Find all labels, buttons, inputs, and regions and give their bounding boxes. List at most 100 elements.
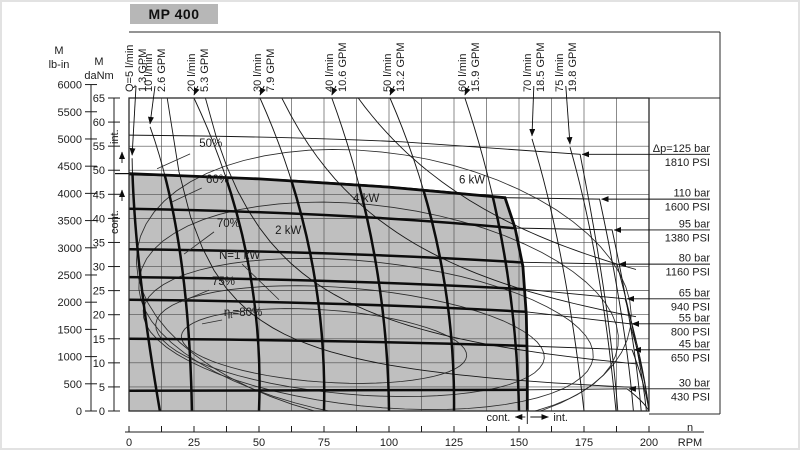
pressure-label-psi: 1810 PSI <box>665 157 710 169</box>
lb-in-tick-label: 4000 <box>58 188 82 200</box>
rpm-tick-label: 150 <box>510 437 528 449</box>
lb-in-tick-label: 3000 <box>58 243 82 255</box>
rpm-tick-label: 25 <box>188 437 200 449</box>
duty-markers: int. cont. cont. int. <box>109 129 568 424</box>
daNm-tick-label: 60 <box>93 117 105 129</box>
pressure-label-bar: 65 bar <box>679 287 711 299</box>
flow-label-lpm: 75 l/min <box>554 53 566 92</box>
flow-label: 20 l/min 5.3 GPM <box>186 49 211 92</box>
efficiency-contour <box>180 308 468 384</box>
curve-label-leader <box>241 263 280 301</box>
lb-in-tick-label: 0 <box>76 406 82 418</box>
pressure-label-bar: 110 bar <box>674 188 711 200</box>
daNm-tick-label: 35 <box>93 237 105 249</box>
pressure-labels: Δp=125 bar 1810 PSI 110 bar 1600 PSI 95 bar 1… <box>581 143 711 403</box>
flow-label: 60 l/min 15.9 GPM <box>457 42 482 92</box>
y-axis-lb-in <box>85 84 97 412</box>
continuous-limit-curve <box>128 172 529 411</box>
power-curve <box>204 98 637 365</box>
flow-label-arrow <box>193 85 200 96</box>
pressure-curve <box>129 134 619 411</box>
flow-label-arrow <box>147 85 156 125</box>
pressure-label-bar: 80 bar <box>679 253 711 265</box>
daNm-tick-label: 15 <box>93 334 105 346</box>
flow-label-lpm: 60 l/min <box>457 53 469 92</box>
efficiency-contour <box>142 257 594 411</box>
daNm-axis-title: M <box>94 56 103 68</box>
daNm-tick-label: 65 <box>93 93 105 105</box>
flow-label-gpm: 10.6 GPM <box>337 42 349 92</box>
lb-in-tick-label: 2500 <box>58 270 82 282</box>
curve-label: 75% <box>212 276 235 288</box>
flow-label-lpm: 40 l/min <box>324 53 336 92</box>
curve-label: 60% <box>206 174 229 186</box>
curve-label: 4 kW <box>353 193 379 205</box>
lb-in-tick-label: 1000 <box>58 352 82 364</box>
pressure-curve-thick <box>129 207 528 411</box>
continuous-region <box>129 173 528 411</box>
daNm-tick-label: 50 <box>93 165 105 177</box>
pressure-curve-thick <box>129 275 528 411</box>
flow-label-arrow <box>129 85 137 156</box>
rpm-tick-label: 50 <box>253 437 265 449</box>
flow-line <box>569 146 617 411</box>
curve-label-leader <box>183 231 215 255</box>
flow-line-thick <box>463 173 521 411</box>
curve-label: N=1 kW <box>219 250 260 262</box>
pressure-label-bar: Δp=125 bar <box>653 143 711 155</box>
flow-label-arrow <box>259 85 266 96</box>
rpm-tick-label: 200 <box>640 437 658 449</box>
lb-in-tick-label: 6000 <box>58 80 82 92</box>
power-curve <box>166 98 637 388</box>
flow-label-lpm: 50 l/min <box>382 53 394 92</box>
daNm-tick-label: 40 <box>93 213 105 225</box>
pressure-curve-thick <box>129 337 528 411</box>
curve-label: 50% <box>199 138 222 150</box>
flow-label: Q=5 l/min 1.3 GPM <box>124 45 149 92</box>
flow-label: 40 l/min 10.6 GPM <box>324 42 349 92</box>
chart-title: MP 400 <box>130 4 218 24</box>
lb-in-axis-title: M <box>54 45 63 57</box>
rpm-tick-label: 100 <box>380 437 398 449</box>
lb-in-tick-label: 5000 <box>58 134 82 146</box>
lb-in-tick-label: 2000 <box>58 297 82 309</box>
pressure-label-psi: 1160 PSI <box>666 267 710 279</box>
pressure-curve-thick <box>129 298 528 411</box>
flow-line <box>531 138 585 411</box>
lb-in-tick-label: 1500 <box>58 324 82 336</box>
flow-label-gpm: 2.6 GPM <box>156 49 168 92</box>
curve-label-leader <box>171 187 202 203</box>
pressure-label-psi: 1600 PSI <box>665 202 710 214</box>
flow-label-gpm: 13.2 GPM <box>395 42 407 92</box>
x-axis <box>125 426 704 433</box>
flow-label-arrow <box>565 85 573 145</box>
lb-in-tick-label: 500 <box>64 379 82 391</box>
pressure-label-bar: 95 bar <box>679 218 711 230</box>
flow-label: 70 l/min 18.5 GPM <box>522 42 547 92</box>
x-axis-var-label: n <box>687 422 693 434</box>
daNm-tick-label: 0 <box>99 406 105 418</box>
pressure-label-psi: 800 PSI <box>671 326 710 338</box>
curve-label: ηt=80% <box>224 307 262 320</box>
flow-label-lpm: 20 l/min <box>186 53 198 92</box>
pressure-curve-thick <box>129 387 528 411</box>
flow-label-gpm: 5.3 GPM <box>199 49 211 92</box>
curve-label: 6 kW <box>459 175 485 187</box>
curve-label-leader <box>156 153 191 170</box>
y-axis-daNm <box>108 97 120 412</box>
bottom-cont-label: cont. <box>486 412 510 424</box>
flow-label-arrow <box>529 85 536 137</box>
daNm-tick-label: 5 <box>99 382 105 394</box>
flow-label-arrow <box>464 85 471 96</box>
flow-label-lpm: 10 l/min <box>143 53 155 92</box>
curve-label: 2 kW <box>275 225 301 237</box>
bottom-int-label: int. <box>553 412 568 424</box>
curve-label-leader <box>179 289 210 303</box>
flow-label: 10 l/min 2.6 GPM <box>143 49 168 92</box>
curve-label: 70% <box>217 218 240 230</box>
left-cont-marker: cont. <box>109 210 121 234</box>
lb-in-tick-label: 5500 <box>58 107 82 119</box>
